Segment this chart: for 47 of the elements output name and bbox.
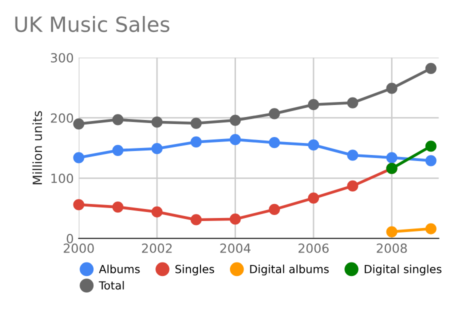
point: [230, 214, 241, 225]
legend-label: Digital albums: [250, 264, 329, 276]
point: [230, 114, 241, 126]
point: [151, 143, 163, 154]
point: [112, 144, 124, 156]
x-tick-label: 2002: [142, 243, 172, 253]
point: [425, 155, 436, 166]
point: [268, 108, 280, 120]
legend-label: Total: [98, 280, 124, 290]
legend-label: Digital singles: [364, 264, 442, 276]
point: [190, 136, 202, 148]
point: [268, 137, 280, 148]
chart-title: UK Music Sales: [15, 16, 170, 32]
point: [308, 139, 320, 151]
point: [425, 62, 436, 74]
legend-label: Singles: [175, 264, 214, 276]
point: [308, 192, 320, 204]
point: [347, 180, 358, 192]
point: [73, 118, 84, 130]
point: [347, 97, 358, 108]
point: [425, 140, 436, 152]
y-axis-title: Million units: [32, 111, 42, 184]
point: [73, 152, 84, 164]
point: [112, 114, 124, 126]
point: [151, 206, 163, 218]
point: [425, 223, 436, 234]
point: [73, 199, 84, 210]
legend-label: Albums: [98, 264, 140, 274]
y-tick-label: 0: [66, 234, 74, 244]
point: [151, 116, 163, 128]
y-tick-label: 200: [50, 113, 74, 123]
point: [386, 82, 398, 94]
y-tick-label: 100: [51, 174, 74, 184]
y-tick-label: 300: [50, 53, 74, 63]
x-tick-label: 2006: [298, 243, 329, 253]
point: [386, 226, 398, 238]
point: [308, 99, 320, 110]
point: [268, 204, 280, 216]
point: [230, 134, 241, 146]
point: [190, 214, 202, 226]
x-tick-label: 2008: [376, 243, 407, 253]
point: [347, 150, 358, 161]
point: [112, 202, 124, 213]
x-tick-label: 2000: [64, 243, 94, 253]
point: [386, 152, 398, 164]
x-tick-label: 2004: [220, 243, 250, 253]
point: [190, 118, 202, 129]
